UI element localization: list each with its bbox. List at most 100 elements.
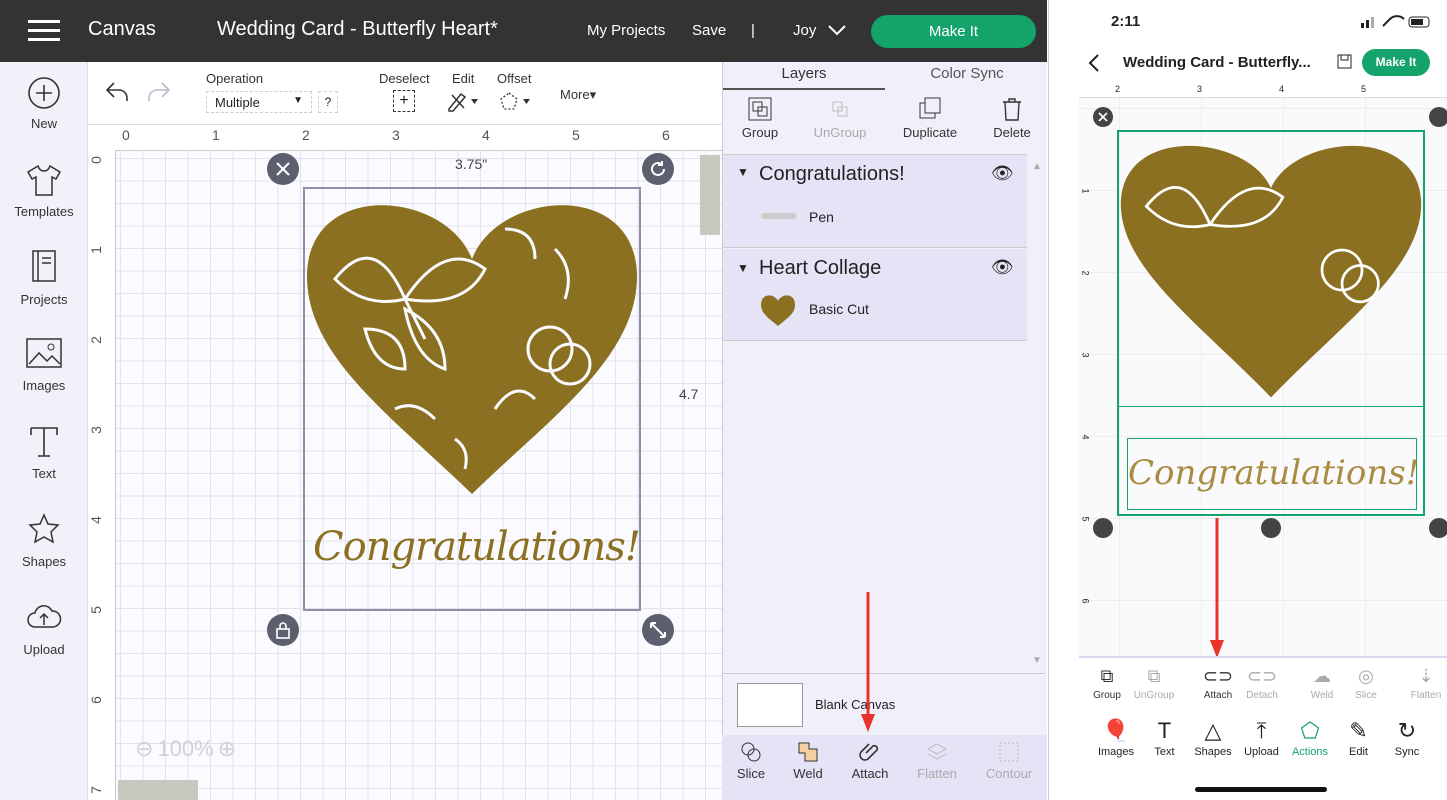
blank-canvas-swatch[interactable] [737, 683, 803, 727]
book-icon [32, 250, 56, 282]
layers-scrollbar[interactable]: ▲ ▼ [1032, 161, 1042, 666]
zoom-out-icon[interactable]: ⊖ [135, 736, 154, 761]
rotate-icon[interactable] [1429, 107, 1447, 127]
action-group-button[interactable]: ⧉ Group [1082, 666, 1132, 701]
action-attach-button[interactable]: ⊂⊃ Attach [1193, 666, 1243, 701]
h-ruler-tick: 0 [122, 127, 130, 143]
undo-icon[interactable] [104, 80, 132, 104]
attach-button[interactable]: Attach [835, 741, 905, 781]
collapse-arrow-icon[interactable]: ▼ [737, 261, 749, 275]
nav-upload[interactable]: ⤒ Upload [1235, 718, 1289, 758]
more-menu[interactable]: More▾ [560, 87, 597, 102]
lock-handle[interactable] [267, 614, 299, 646]
layer-name[interactable]: Pen [809, 209, 834, 225]
action-label: Duplicate [902, 125, 958, 140]
back-icon[interactable] [1087, 54, 1101, 72]
image-icon [26, 338, 62, 368]
v-ruler-tick: 7 [87, 786, 104, 794]
resize-icon[interactable] [1429, 518, 1447, 538]
action-label: Group [1093, 690, 1121, 701]
nav-images[interactable]: 🎈 Images [1089, 718, 1143, 758]
group-button[interactable]: Group [725, 96, 795, 140]
user-menu[interactable]: Joy [793, 22, 817, 39]
vertical-scrollbar[interactable] [700, 155, 720, 235]
left-sidebar: New Templates Projects Images Text Shape… [0, 62, 88, 800]
operation-select[interactable]: Multiple ▼ [206, 91, 312, 113]
make-it-button[interactable]: Make It [1362, 49, 1430, 76]
sidebar-item-upload[interactable]: Upload [0, 600, 88, 657]
blank-canvas-label: Blank Canvas [815, 697, 896, 712]
l-icon [1429, 718, 1447, 746]
redo-icon[interactable] [144, 80, 172, 104]
duplicate-button[interactable]: Duplicate [895, 96, 965, 140]
close-icon [1098, 112, 1108, 122]
zoom-in-icon[interactable]: ⊕ [217, 736, 237, 761]
rotate-handle[interactable] [642, 153, 674, 185]
my-projects-link[interactable]: My Projects [587, 22, 666, 39]
nav-l[interactable]: L [1429, 718, 1447, 758]
sidebar-item-images[interactable]: Images [0, 336, 88, 393]
horizontal-scrollbar[interactable] [118, 780, 198, 800]
tab-color-sync[interactable]: Color Sync [930, 65, 1004, 82]
offset-label: Offset [497, 71, 532, 86]
save-button[interactable]: Save [692, 22, 727, 39]
sidebar-item-new[interactable]: New [0, 76, 88, 131]
make-it-button[interactable]: Make It [871, 15, 1036, 48]
sidebar-item-label: New [30, 116, 57, 131]
eye-icon[interactable]: 👁 [991, 257, 1014, 277]
sidebar-item-label: Projects [20, 292, 68, 307]
sidebar-item-projects[interactable]: Projects [0, 248, 88, 307]
layer-group-congratulations[interactable]: ▼ Congratulations! 👁 Pen [723, 154, 1027, 248]
action-detach-button[interactable]: ⊂⊃ Detach [1237, 666, 1287, 701]
delete-button[interactable]: Delete [977, 96, 1047, 140]
project-title[interactable]: Wedding Card - Butterfly Heart* [217, 18, 498, 40]
lock-icon[interactable] [1093, 518, 1113, 538]
save-icon[interactable] [1337, 54, 1353, 70]
slice-button[interactable]: Slice [716, 741, 786, 781]
selection-box[interactable]: Congratulations! [303, 187, 641, 611]
sidebar-item-templates[interactable]: Templates [0, 162, 88, 219]
nav-sync[interactable]: ↻ Sync [1380, 718, 1434, 758]
zoom-control[interactable]: ⊖ 100% ⊕ [135, 736, 236, 762]
layer-group-heart-collage[interactable]: ▼ Heart Collage 👁 Basic Cut [723, 249, 1027, 341]
edit-tools-icon[interactable] [446, 90, 480, 112]
action-label: Contour [985, 766, 1033, 781]
action-ungroup-button[interactable]: ⧉ UnGroup [1129, 666, 1179, 701]
delete-handle[interactable] [267, 153, 299, 185]
selection-box[interactable]: Congratulations! [1117, 130, 1425, 516]
nav-actions[interactable]: ⬠ Actions [1283, 718, 1337, 758]
nav-shapes[interactable]: △ Shapes [1186, 718, 1240, 758]
deselect-button[interactable]: + [393, 90, 415, 112]
help-button[interactable]: ? [318, 91, 338, 113]
operation-label: Operation [206, 71, 264, 86]
offset-icon[interactable] [498, 90, 532, 112]
move-icon[interactable] [1261, 518, 1281, 538]
hamburger-icon[interactable] [28, 20, 60, 42]
nav-text[interactable]: T Text [1138, 718, 1192, 758]
resize-handle[interactable] [642, 614, 674, 646]
contour-button[interactable]: Contour [974, 741, 1044, 781]
action-label: Flatten [917, 766, 957, 781]
chevron-down-icon[interactable] [828, 25, 846, 36]
ungroup-button[interactable]: UnGroup [805, 96, 875, 140]
v-ruler-tick: 4 [87, 516, 104, 524]
v-ruler-tick: 2 [1080, 270, 1091, 276]
tab-layers[interactable]: Layers [723, 62, 885, 90]
nav-edit[interactable]: ✎ Edit [1332, 718, 1386, 758]
collapse-arrow-icon[interactable]: ▼ [737, 165, 749, 179]
flatten-button[interactable]: Flatten [902, 741, 972, 781]
images-icon: 🎈 [1102, 718, 1130, 743]
weld-button[interactable]: Weld [773, 741, 843, 781]
sidebar-item-shapes[interactable]: Shapes [0, 512, 88, 569]
divider [1079, 656, 1447, 658]
action-weld-button[interactable]: ☁ Weld [1297, 666, 1347, 701]
action-flatten-button[interactable]: ⇣ Flatten [1401, 666, 1447, 701]
action-slice-button[interactable]: ◎ Slice [1341, 666, 1391, 701]
divider [723, 673, 1045, 674]
flatten-icon: ⇣ [1418, 666, 1434, 686]
layer-name[interactable]: Basic Cut [809, 301, 869, 317]
sidebar-item-text[interactable]: Text [0, 424, 88, 481]
heart-collage-art [1120, 145, 1422, 398]
delete-handle[interactable] [1093, 107, 1113, 127]
eye-icon[interactable]: 👁 [991, 163, 1014, 183]
